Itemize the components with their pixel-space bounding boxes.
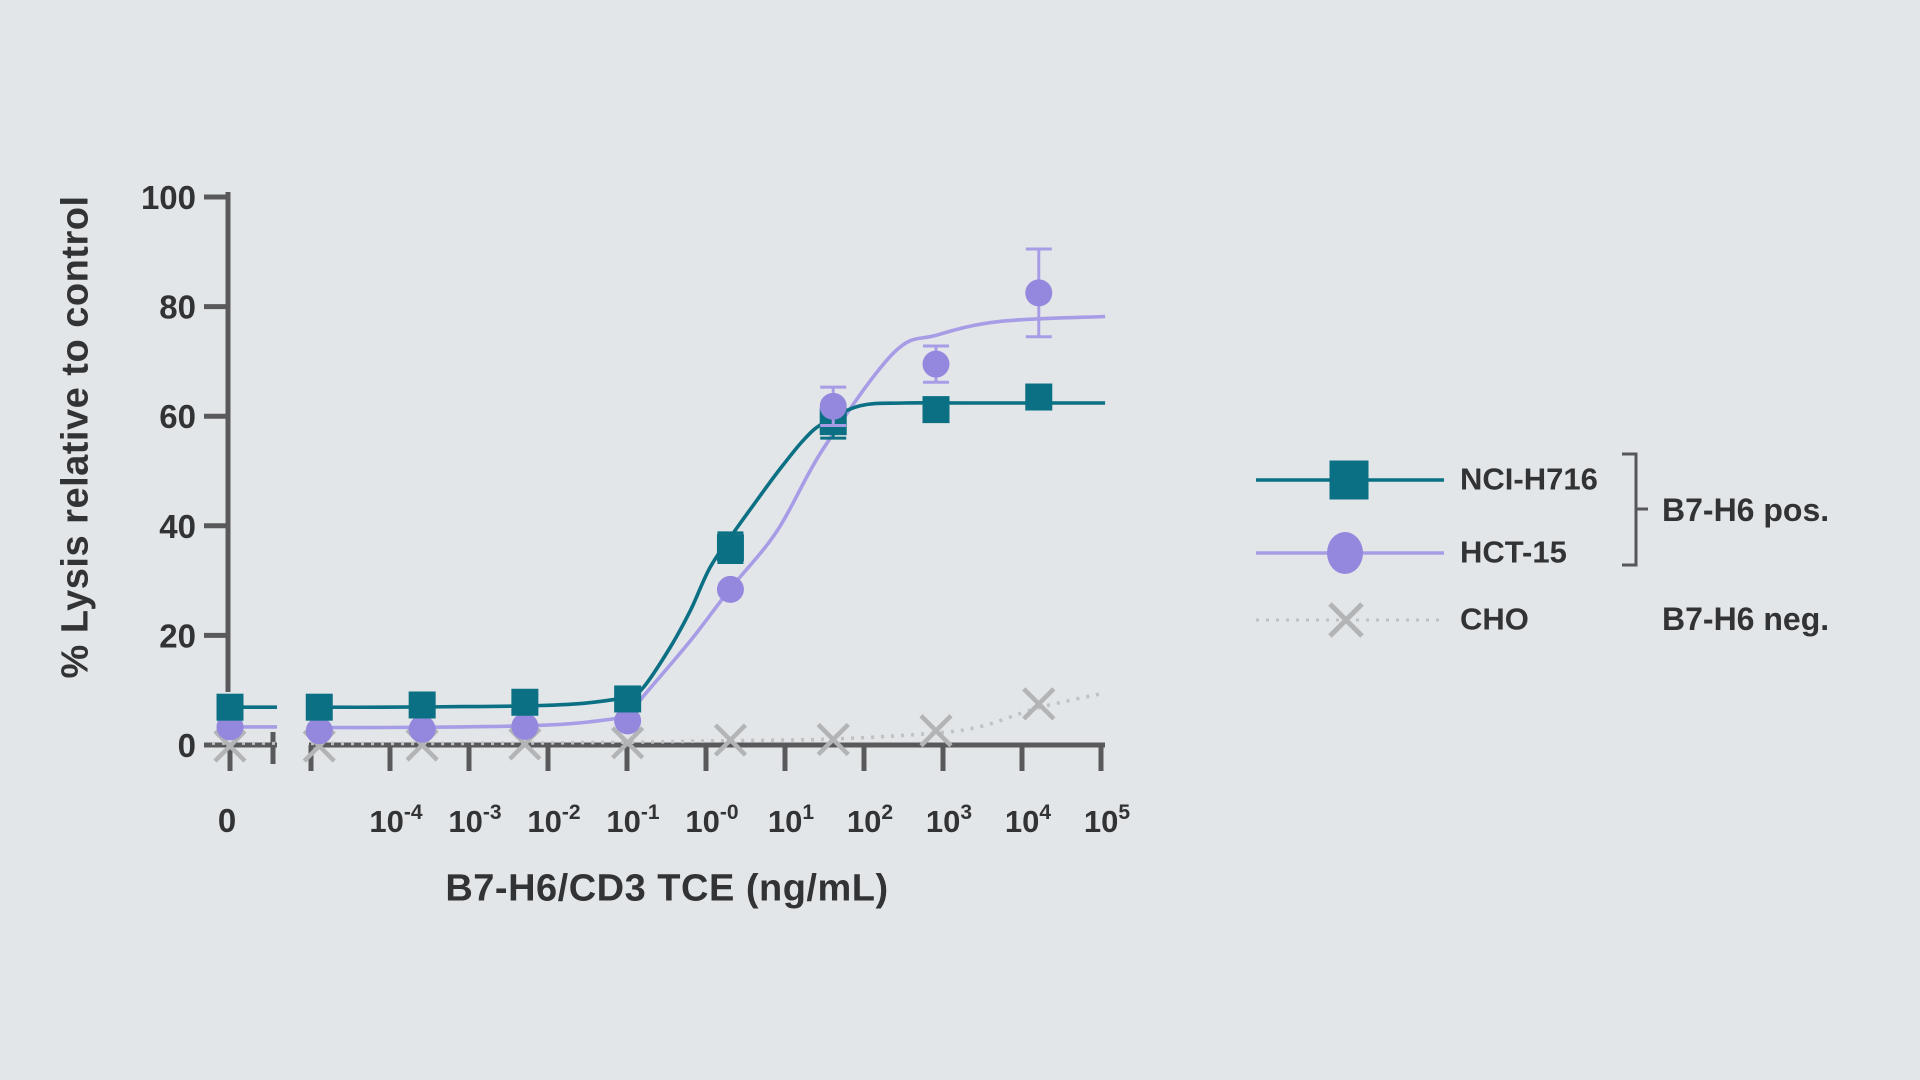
svg-text:102: 102 [847, 801, 893, 839]
svg-text:101: 101 [768, 801, 814, 839]
svg-text:10-4: 10-4 [369, 801, 422, 839]
legend-group-b7h6-neg: B7-H6 neg. [1662, 600, 1830, 637]
svg-text:10-2: 10-2 [527, 801, 580, 839]
svg-text:0: 0 [178, 727, 196, 764]
legend-group-b7h6-pos: B7-H6 pos. [1662, 491, 1830, 528]
y-axis-title: % Lysis relative to control [54, 195, 97, 679]
svg-text:20: 20 [159, 617, 196, 654]
svg-text:10-0: 10-0 [685, 801, 738, 839]
legend-label-nci-h716: NCI-H716 [1460, 461, 1598, 497]
x-tick-labels: 0 10-4 10-3 10-2 10-1 10-0 101 102 103 104 105 [218, 801, 1131, 839]
svg-text:80: 80 [159, 289, 196, 326]
svg-text:60: 60 [159, 398, 196, 435]
series-hct-15-low [216, 314, 1106, 745]
svg-text:10-3: 10-3 [448, 801, 501, 839]
series-nci-h716 [216, 383, 1106, 721]
svg-text:104: 104 [1005, 801, 1051, 839]
svg-text:10-1: 10-1 [606, 801, 659, 839]
svg-text:40: 40 [159, 508, 196, 545]
svg-text:0: 0 [218, 802, 236, 839]
y-tick-labels: 0 20 40 60 80 100 [141, 179, 196, 764]
series-cho [212, 687, 1106, 763]
svg-text:103: 103 [926, 801, 972, 839]
legend-label-cho: CHO [1460, 601, 1529, 637]
svg-text:100: 100 [141, 179, 196, 216]
legend-markers [1256, 452, 1648, 638]
series-hct-15-high [716, 247, 1053, 603]
legend-label-hct-15: HCT-15 [1460, 534, 1567, 570]
x-axis-title: B7-H6/CD3 TCE (ng/mL) [445, 867, 889, 910]
svg-text:105: 105 [1084, 801, 1130, 839]
